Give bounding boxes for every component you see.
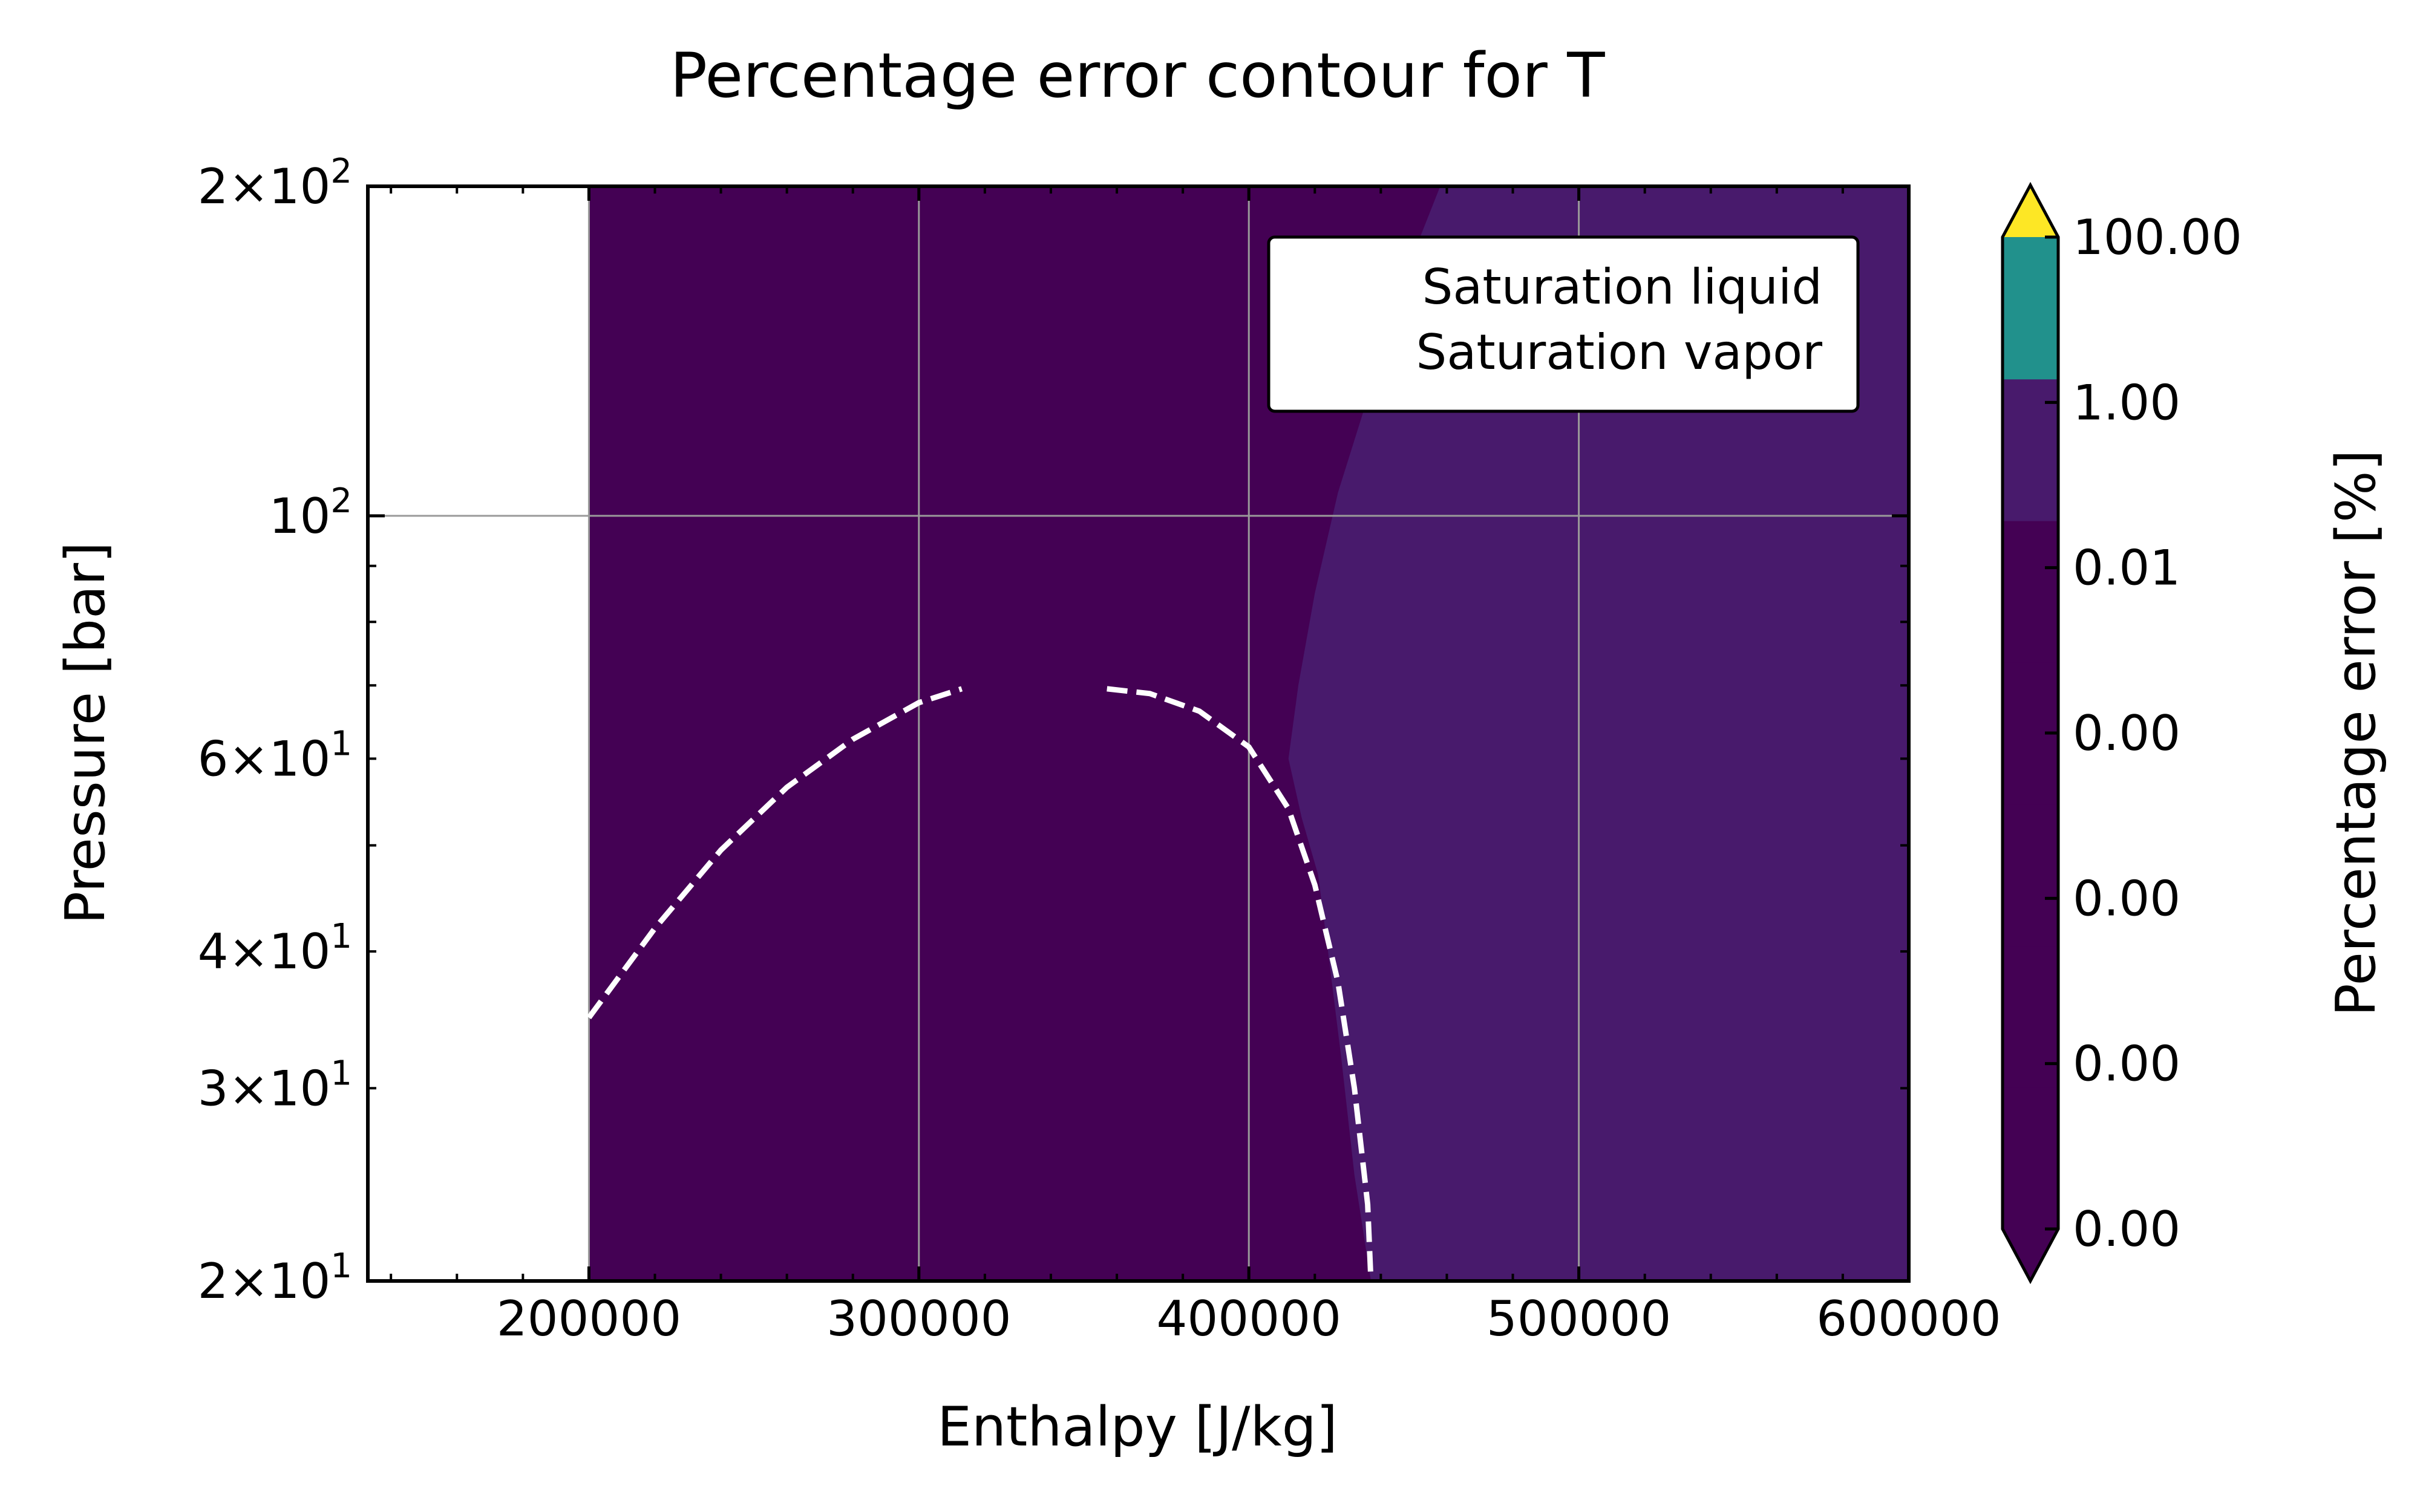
legend-entry-saturation-vapor: Saturation vapor — [1416, 324, 1823, 380]
y-tick-label: 3×101 — [198, 1054, 352, 1116]
y-axis-label: Pressure [bar] — [54, 542, 117, 924]
colorbar-extend-max — [2003, 185, 2058, 237]
colorbar-band — [2003, 379, 2058, 521]
y-tick-label: 2×102 — [198, 152, 352, 215]
colorbar-tick-label: 0.00 — [2073, 1036, 2180, 1092]
colorbar: 0.00 0.00 0.00 0.00 0.01 1.00 100.00 — [2001, 181, 2242, 1285]
colorbar-band — [2003, 1087, 2058, 1230]
colorbar-label: Percentage error [%] — [2324, 449, 2388, 1016]
x-tick-label: 200000 — [497, 1291, 681, 1347]
x-tick-label: 300000 — [826, 1291, 1011, 1347]
x-tick-label: 500000 — [1486, 1291, 1671, 1347]
colorbar-band — [2003, 804, 2058, 947]
colorbar-band — [2003, 520, 2058, 663]
colorbar-band — [2003, 945, 2058, 1088]
legend-entry-saturation-liquid: Saturation liquid — [1422, 259, 1822, 315]
colorbar-band — [2003, 237, 2058, 380]
colorbar-tick-label: 0.00 — [2073, 705, 2180, 761]
colorbar-tick-label: 1.00 — [2073, 374, 2180, 431]
y-tick-label: 6×101 — [198, 724, 352, 787]
colorbar-tick-label: 0.01 — [2073, 540, 2180, 596]
y-tick-label: 102 — [269, 481, 352, 544]
saturation-liquid-line — [586, 686, 963, 1020]
colorbar-tick-label: 100.00 — [2073, 209, 2242, 266]
axes: 200000 300000 400000 500000 600000 2×101 3×101… — [198, 152, 2001, 1347]
contour-region-mid — [1288, 186, 1909, 1281]
legend-box — [1267, 235, 1860, 413]
colorbar-tick-label: 0.00 — [2073, 1201, 2180, 1257]
colorbar-tick-label: 0.00 — [2073, 870, 2180, 927]
saturation-vapor-line — [1107, 686, 1374, 1282]
x-axis-label: Enthalpy [J/kg] — [937, 1395, 1338, 1459]
chart-title: Percentage error contour for T — [670, 40, 1605, 112]
colorbar-extend-min — [2003, 1229, 2058, 1281]
y-tick-label: 4×101 — [198, 917, 352, 980]
x-tick-label: 400000 — [1157, 1291, 1341, 1347]
plot-frame — [366, 184, 1911, 1283]
y-tick-label: 2×101 — [198, 1246, 352, 1309]
x-tick-label: 600000 — [1816, 1291, 2001, 1347]
legend: Saturation liquid Saturation vapor — [1267, 235, 1860, 413]
